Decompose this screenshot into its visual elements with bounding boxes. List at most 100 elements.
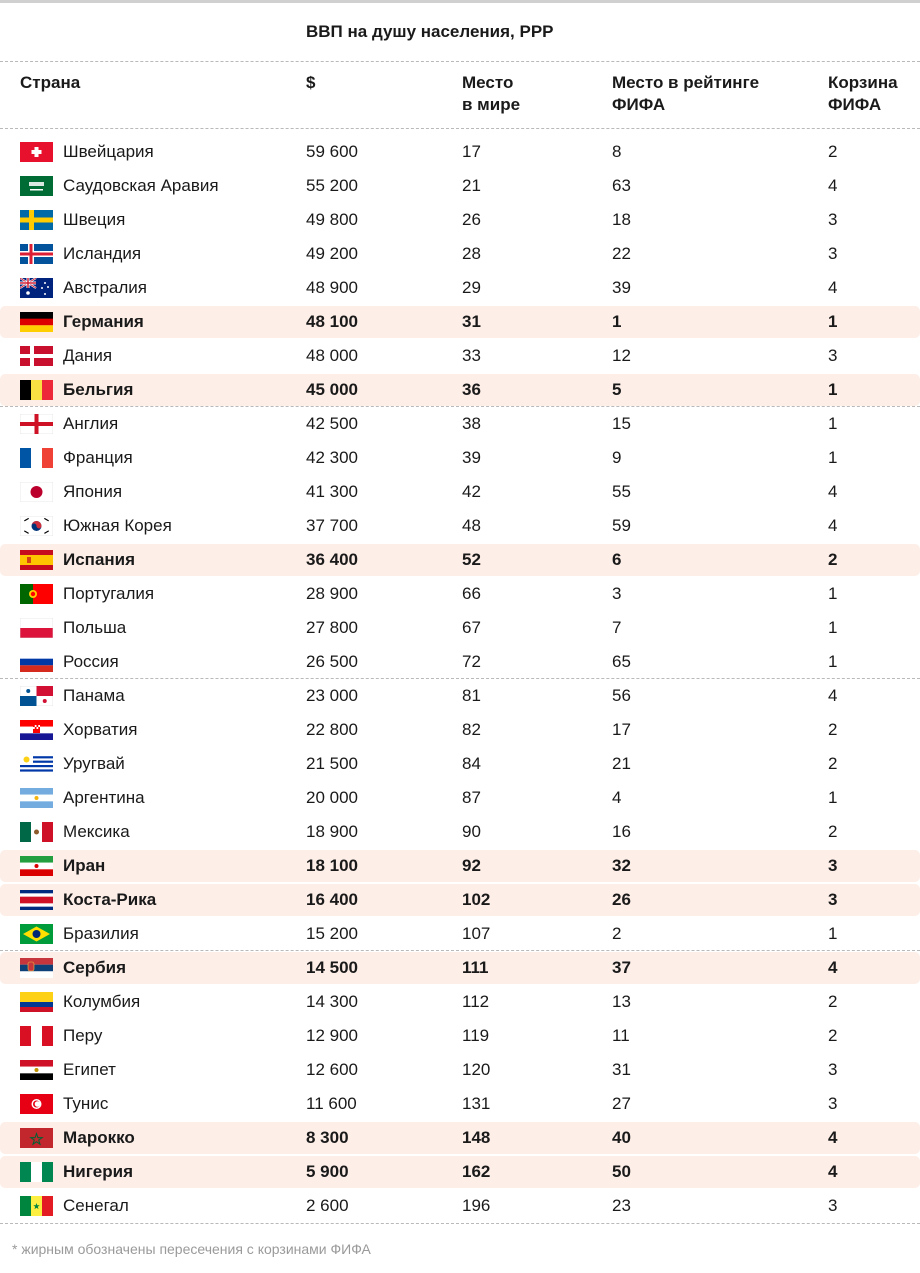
table-row: Сенегал 2 600 196 23 3: [0, 1190, 920, 1222]
world-rank-value: 21: [462, 176, 481, 195]
gdp-value: 55 200: [306, 176, 358, 195]
table-row: Колумбия 14 300 112 13 2: [0, 986, 920, 1018]
country-name: Иран: [63, 856, 106, 875]
gdp-value: 20 000: [306, 788, 358, 807]
world-rank-value: 102: [462, 890, 491, 909]
gdp-value: 42 500: [306, 414, 358, 433]
world-rank-value: 112: [462, 992, 490, 1011]
fifa-rank-value: 37: [612, 958, 631, 977]
south-korea-flag-icon: [20, 516, 53, 536]
fifa-pot-value: 3: [828, 1196, 838, 1215]
gdp-value: 48 000: [306, 346, 358, 365]
country-name: Нигерия: [63, 1162, 134, 1181]
gdp-value: 8 300: [306, 1128, 349, 1147]
germany-flag-icon: [20, 312, 53, 332]
country-name: Сербия: [63, 958, 126, 977]
country-name: Швеция: [63, 210, 126, 229]
gdp-value: 18 100: [306, 856, 358, 875]
fifa-rank-value: 56: [612, 686, 631, 705]
fifa-rank-value: 39: [612, 278, 631, 297]
fifa-pot-value: 4: [828, 176, 838, 195]
table-row: Австралия 48 900 29 39 4: [0, 272, 920, 304]
fifa-pot-value: 4: [828, 516, 838, 535]
fifa-pot-value: 1: [828, 312, 838, 331]
panama-flag-icon: [20, 686, 53, 706]
world-rank-value: 29: [462, 278, 481, 297]
world-rank-value: 38: [462, 414, 481, 433]
fifa-rank-value: 5: [612, 380, 622, 399]
portugal-flag-icon: [20, 584, 53, 604]
table-row: Панама 23 000 81 56 4: [0, 678, 920, 712]
fifa-rank-value: 18: [612, 210, 631, 229]
country-name: Мексика: [63, 822, 130, 841]
world-rank-value: 42: [462, 482, 481, 501]
divider: [0, 61, 920, 62]
gdp-value: 12 600: [306, 1060, 358, 1079]
senegal-flag-icon: [20, 1196, 53, 1216]
country-name: Польша: [63, 618, 127, 637]
world-rank-value: 33: [462, 346, 481, 365]
table-row: Бразилия 15 200 107 2 1: [0, 918, 920, 950]
gdp-value: 26 500: [306, 652, 358, 671]
tunisia-flag-icon: [20, 1094, 53, 1114]
world-rank-value: 92: [462, 856, 481, 875]
world-rank-value: 26: [462, 210, 481, 229]
table-row: Россия 26 500 72 65 1: [0, 646, 920, 678]
fifa-pot-value: 4: [828, 482, 838, 501]
table-row: Аргентина 20 000 87 4 1: [0, 782, 920, 814]
nigeria-flag-icon: [20, 1162, 53, 1182]
country-name: Бразилия: [63, 924, 139, 943]
world-rank-value: 66: [462, 584, 481, 603]
table-row: Бельгия 45 000 36 5 1: [0, 374, 920, 406]
colombia-flag-icon: [20, 992, 53, 1012]
country-name: Коста-Рика: [63, 890, 157, 909]
fifa-pot-value: 3: [828, 1060, 838, 1079]
fifa-rank-value: 11: [612, 1026, 630, 1045]
gdp-value: 23 000: [306, 686, 358, 705]
fifa-rank-value: 2: [612, 924, 622, 943]
fifa-pot-value: 3: [828, 890, 838, 909]
table-row: Германия 48 100 31 1 1: [0, 306, 920, 338]
fifa-rank-value: 6: [612, 550, 622, 569]
world-rank-value: 82: [462, 720, 481, 739]
table-row: Мексика 18 900 90 16 2: [0, 816, 920, 848]
fifa-rank-value: 1: [612, 312, 622, 331]
country-name: Аргентина: [63, 788, 145, 807]
gdp-value: 18 900: [306, 822, 358, 841]
gdp-value: 28 900: [306, 584, 358, 603]
footnote: * жирным обозначены пересечения с корзин…: [12, 1241, 371, 1257]
country-name: Россия: [63, 652, 119, 671]
country-name: Германия: [63, 312, 144, 331]
country-name: Колумбия: [63, 992, 141, 1011]
table-row: Швеция 49 800 26 18 3: [0, 204, 920, 236]
fifa-rank-value: 31: [612, 1060, 631, 1079]
gdp-super-header: ВВП на душу населения, PPP: [306, 22, 554, 41]
fifa-rank-value: 63: [612, 176, 631, 195]
world-rank-value: 111: [462, 958, 489, 977]
fifa-rank-value: 59: [612, 516, 631, 535]
australia-flag-icon: [20, 278, 53, 298]
fifa-pot-value: 3: [828, 856, 838, 875]
mexico-flag-icon: [20, 822, 53, 842]
fifa-pot-value: 2: [828, 754, 838, 773]
country-name: Англия: [63, 414, 119, 433]
gdp-value: 14 500: [306, 958, 358, 977]
croatia-flag-icon: [20, 720, 53, 740]
fifa-rank-value: 32: [612, 856, 631, 875]
england-flag-icon: [20, 414, 53, 434]
world-rank-value: 81: [462, 686, 481, 705]
world-rank-value: 52: [462, 550, 481, 569]
gdp-value: 15 200: [306, 924, 358, 943]
gdp-value: 14 300: [306, 992, 358, 1011]
country-name: Египет: [63, 1060, 116, 1079]
world-rank-value: 90: [462, 822, 481, 841]
gdp-value: 12 900: [306, 1026, 358, 1045]
table-header: Страна $ Место в мире Место в рейтинге Ф…: [0, 72, 920, 124]
table-row: Нигерия 5 900 162 50 4: [0, 1156, 920, 1188]
header-gdp: $: [306, 73, 316, 92]
fifa-pot-value: 1: [828, 584, 838, 603]
gdp-value: 45 000: [306, 380, 358, 399]
gdp-value: 36 400: [306, 550, 358, 569]
table-row: Коста-Рика 16 400 102 26 3: [0, 884, 920, 916]
fifa-rank-value: 15: [612, 414, 631, 433]
